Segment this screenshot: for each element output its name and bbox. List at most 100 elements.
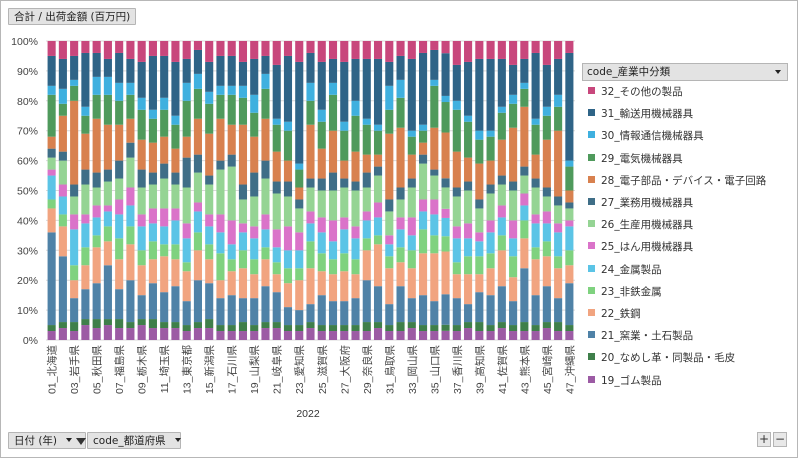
bar-segment[interactable] [430, 235, 439, 254]
bar-segment[interactable] [486, 331, 495, 340]
bar-segment[interactable] [542, 223, 551, 242]
bar-segment[interactable] [92, 235, 101, 248]
bar-segment[interactable] [205, 133, 214, 176]
bar-segment[interactable] [419, 124, 428, 131]
bar-segment[interactable] [238, 268, 248, 299]
bar-segment[interactable] [238, 250, 248, 269]
bar-segment[interactable] [81, 133, 90, 170]
bar-segment[interactable] [419, 229, 428, 254]
bar-segment[interactable] [407, 136, 416, 155]
bar-segment[interactable] [373, 217, 383, 236]
bar-segment[interactable] [193, 280, 202, 323]
bar-segment[interactable] [497, 41, 506, 59]
bar-segment[interactable] [362, 322, 371, 332]
bar-segment[interactable] [205, 319, 214, 329]
bar-segment[interactable] [272, 229, 281, 248]
bar-segment[interactable] [261, 160, 270, 179]
bar-segment[interactable] [171, 41, 180, 62]
bar-segment[interactable] [407, 328, 416, 340]
bar-segment[interactable] [565, 52, 574, 161]
bar-segment[interactable] [295, 331, 304, 340]
bar-segment[interactable] [396, 247, 405, 263]
bar-segment[interactable] [182, 82, 191, 101]
bar-segment[interactable] [509, 127, 518, 182]
bar-segment[interactable] [351, 115, 360, 152]
bar-segment[interactable] [396, 286, 405, 323]
bar-segment[interactable] [160, 292, 169, 323]
bar-segment[interactable] [182, 262, 191, 272]
bar-segment[interactable] [92, 41, 101, 53]
bar-segment[interactable] [160, 208, 169, 227]
bar-segment[interactable] [227, 295, 236, 326]
bar-segment[interactable] [148, 55, 157, 110]
bar-segment[interactable] [554, 268, 563, 299]
bar-segment[interactable] [250, 41, 259, 59]
bar-segment[interactable] [261, 328, 270, 340]
bar-segment[interactable] [531, 331, 540, 340]
bar-segment[interactable] [250, 94, 259, 113]
bar-segment[interactable] [306, 187, 315, 212]
bar-segment[interactable] [542, 139, 551, 188]
legend-field-button[interactable]: code_産業中分類 [582, 63, 788, 81]
bar-segment[interactable] [385, 331, 394, 340]
bar-segment[interactable] [396, 79, 405, 98]
bar-segment[interactable] [362, 250, 371, 281]
bar-segment[interactable] [542, 322, 551, 329]
bar-segment[interactable] [160, 226, 169, 245]
bar-segment[interactable] [385, 133, 394, 200]
bar-segment[interactable] [250, 58, 259, 95]
bar-segment[interactable] [542, 211, 551, 224]
bar-segment[interactable] [227, 154, 236, 167]
bar-segment[interactable] [216, 41, 225, 56]
bar-segment[interactable] [58, 41, 67, 59]
bar-segment[interactable] [407, 322, 416, 329]
bar-segment[interactable] [250, 172, 259, 197]
bar-segment[interactable] [373, 202, 383, 218]
bar-segment[interactable] [92, 319, 101, 329]
bar-segment[interactable] [486, 58, 495, 131]
bar-segment[interactable] [317, 190, 326, 218]
bar-segment[interactable] [103, 58, 112, 77]
bar-segment[interactable] [103, 169, 112, 182]
bar-segment[interactable] [58, 88, 67, 104]
bar-segment[interactable] [306, 328, 315, 340]
bar-segment[interactable] [171, 115, 180, 125]
bar-segment[interactable] [531, 178, 540, 188]
bar-segment[interactable] [430, 49, 439, 80]
bar-segment[interactable] [317, 148, 326, 179]
bar-segment[interactable] [103, 205, 112, 212]
bar-segment[interactable] [385, 199, 394, 212]
bar-segment[interactable] [216, 232, 225, 254]
bar-segment[interactable] [81, 247, 90, 266]
bar-segment[interactable] [565, 226, 574, 251]
bar-segment[interactable] [486, 325, 495, 332]
bar-segment[interactable] [193, 172, 202, 203]
bar-segment[interactable] [497, 235, 506, 251]
bar-segment[interactable] [193, 49, 202, 74]
bar-segment[interactable] [171, 220, 180, 245]
bar-segment[interactable] [509, 256, 518, 278]
bar-segment[interactable] [464, 190, 473, 224]
bar-segment[interactable] [317, 232, 326, 254]
bar-segment[interactable] [328, 274, 338, 302]
bar-segment[interactable] [497, 175, 506, 185]
bar-segment[interactable] [340, 325, 349, 332]
bar-segment[interactable] [81, 169, 90, 185]
bar-segment[interactable] [70, 298, 79, 323]
bar-segment[interactable] [554, 106, 563, 131]
bar-segment[interactable] [509, 103, 518, 128]
bar-segment[interactable] [148, 184, 157, 209]
bar-segment[interactable] [373, 124, 383, 131]
bar-segment[interactable] [340, 61, 349, 122]
bar-segment[interactable] [115, 41, 124, 53]
bar-segment[interactable] [126, 205, 135, 227]
bar-segment[interactable] [531, 223, 540, 248]
bar-segment[interactable] [283, 196, 293, 227]
bar-segment[interactable] [464, 256, 473, 275]
zoom-out-button[interactable]: − [773, 432, 787, 447]
bar-segment[interactable] [373, 235, 383, 245]
bar-segment[interactable] [486, 295, 495, 326]
bar-segment[interactable] [520, 220, 529, 239]
bar-segment[interactable] [47, 199, 56, 209]
bar-segment[interactable] [565, 41, 574, 53]
